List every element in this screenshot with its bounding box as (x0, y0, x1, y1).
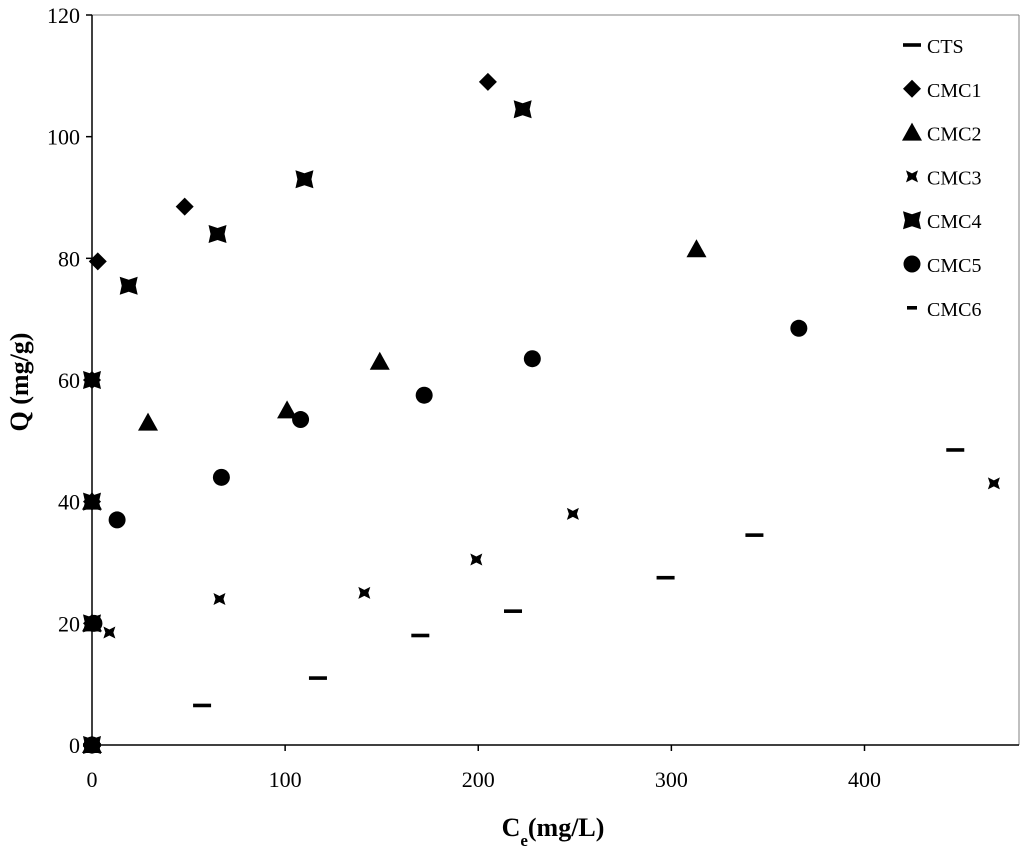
x-tick-label: 0 (87, 767, 98, 792)
legend-marker-cmc5 (903, 255, 921, 273)
legend-marker-cmc4 (903, 211, 921, 230)
cts-data-point (193, 703, 212, 708)
cmc3-data-point (470, 553, 483, 566)
cts-data-point (308, 676, 327, 680)
cmc6-data-point (87, 378, 97, 382)
x-tick-label: 400 (848, 767, 881, 792)
cmc6-data-point (87, 621, 97, 626)
cmc1-data-point (88, 252, 107, 271)
cts-data-point (745, 533, 764, 537)
cmc5-data-point (108, 511, 126, 529)
legend-label-cts: CTS (927, 36, 964, 58)
x-tick-label: 300 (655, 767, 688, 792)
cmc3-data-point (358, 586, 371, 599)
y-tick-label: 100 (47, 125, 80, 150)
y-tick-label: 40 (58, 490, 80, 515)
cmc6-data-point (87, 743, 97, 747)
legend-label-cmc2: CMC2 (927, 124, 981, 146)
cmc5-data-point (415, 386, 433, 404)
cts-data-point (411, 633, 430, 638)
y-tick-label: 80 (58, 246, 80, 271)
legend-label-cmc3: CMC3 (927, 167, 981, 189)
x-tick-label: 100 (269, 767, 302, 792)
cmc5-data-point (523, 350, 541, 368)
cmc4-data-point (208, 225, 227, 243)
cts-data-point (946, 448, 965, 452)
x-axis-title-sub: e (520, 831, 528, 850)
x-tick-label: 200 (462, 767, 495, 792)
cmc1-data-point (175, 197, 194, 216)
x-axis-title-rest: (mg/L) (528, 813, 605, 842)
legend-label-cmc4: CMC4 (927, 211, 981, 233)
legend-label-cmc6: CMC6 (927, 299, 981, 321)
cts-data-point (656, 575, 675, 580)
cmc4-data-point (295, 170, 314, 189)
cmc3-data-point (987, 477, 1000, 490)
cmc4-data-point (513, 100, 532, 119)
cmc4-data-point (119, 276, 138, 295)
x-axis-title: Ce(mg/L) (502, 813, 605, 850)
y-tick-label: 60 (58, 368, 80, 393)
y-axis-title: Q (mg/g) (5, 333, 34, 432)
cts-data-point (504, 609, 523, 613)
cmc1-data-point (478, 72, 497, 91)
x-axis-title-main: C (502, 813, 521, 842)
y-tick-label: 120 (47, 3, 80, 28)
cmc6-data-point (87, 499, 97, 504)
legend-marker-cts (903, 43, 921, 47)
legend-marker-cmc2 (902, 122, 922, 141)
legend-label-cmc1: CMC1 (927, 80, 981, 102)
legend-label-cmc5: CMC5 (927, 255, 981, 277)
cmc2-data-point (686, 239, 707, 258)
y-tick-label: 0 (69, 733, 80, 758)
cmc3-data-point (103, 626, 116, 639)
cmc5-data-point (790, 319, 808, 337)
cmc3-data-point (566, 507, 579, 520)
cmc2-data-point (369, 351, 390, 370)
legend-marker-cmc6 (907, 306, 917, 310)
cmc3-data-point (213, 593, 226, 605)
cmc5-data-point (212, 468, 230, 486)
legend-marker-cmc1 (903, 79, 921, 98)
y-tick-label: 20 (58, 611, 80, 636)
cmc5-data-point (292, 411, 310, 429)
cmc2-data-point (138, 412, 159, 431)
legend-marker-cmc3 (906, 170, 918, 183)
cmc2-data-point (277, 400, 298, 419)
